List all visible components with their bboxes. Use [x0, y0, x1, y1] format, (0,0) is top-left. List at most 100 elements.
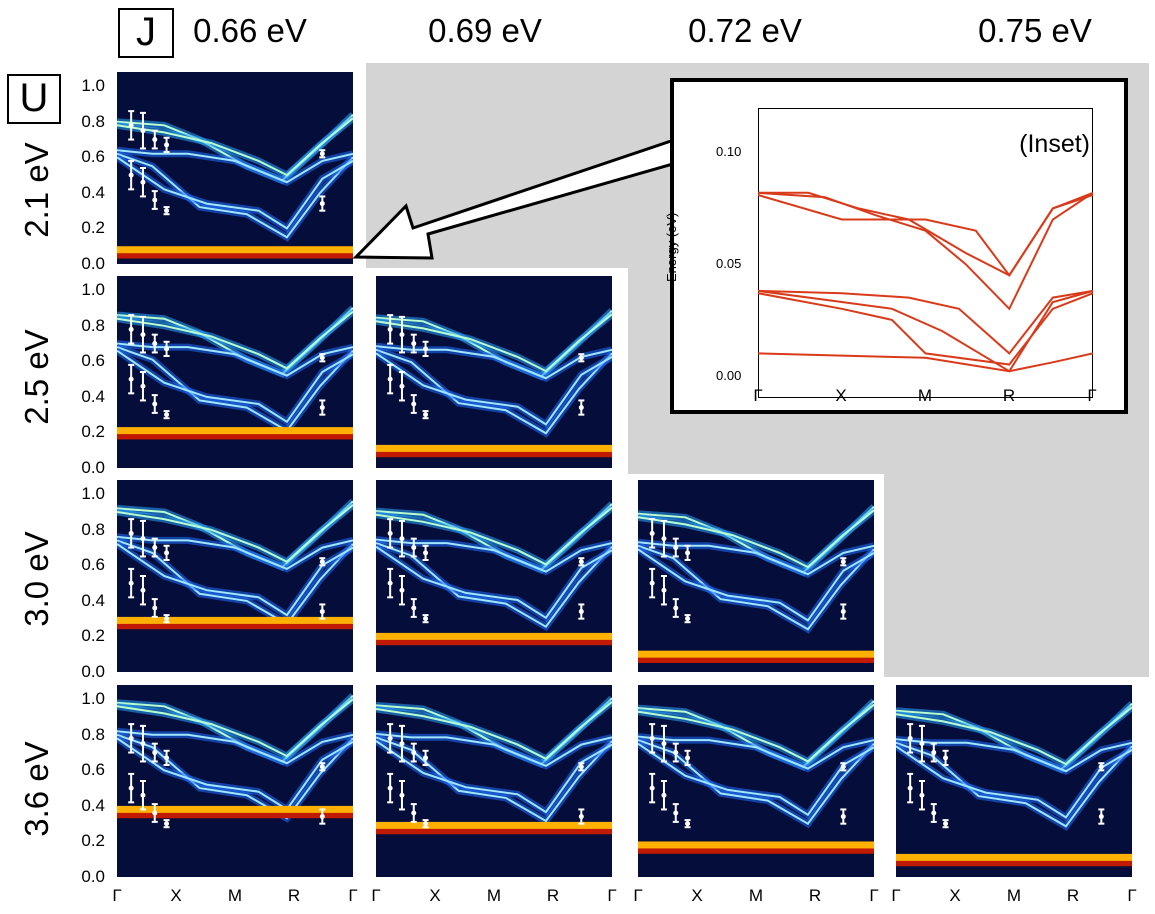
y-tick-label: 0.4 [81, 386, 105, 406]
error-bar [387, 363, 394, 395]
error-bar [163, 340, 170, 357]
spectral-panel [376, 480, 612, 672]
band-line [376, 545, 612, 620]
y-tick-label: 1.0 [81, 76, 105, 96]
y-tick-label: 0.0 [81, 458, 105, 477]
error-bar [128, 363, 135, 395]
band-line [376, 538, 612, 573]
error-bar [930, 742, 937, 763]
x-tick-label: X [170, 886, 182, 905]
error-bar [410, 537, 417, 558]
error-bar [139, 371, 146, 402]
error-bar [422, 614, 429, 624]
y-tick-label: 0.0 [81, 662, 105, 681]
y-tick-label: 0.8 [81, 315, 105, 335]
error-bar [128, 723, 135, 754]
x-tick-label: R [1066, 886, 1080, 905]
error-bar [684, 819, 691, 829]
flat-band [117, 805, 353, 813]
error-bar [319, 808, 326, 825]
band-line [376, 352, 612, 426]
error-bar [387, 314, 394, 345]
flat-band [376, 827, 612, 835]
y-tick-label: 0.6 [81, 351, 105, 371]
column-label-0: 0.66 eV [193, 12, 307, 49]
error-bar [163, 819, 170, 829]
y-tick-label: 0.8 [81, 519, 105, 539]
error-bar [672, 742, 679, 763]
error-bar [398, 519, 405, 558]
spectral-panel [376, 276, 612, 468]
error-bar [660, 575, 667, 606]
error-bar [410, 598, 417, 618]
error-bar [930, 803, 937, 823]
y-tick-label: 0.0 [81, 254, 105, 273]
error-bar [139, 724, 146, 763]
x-tick-label: Γ [1127, 886, 1137, 905]
error-bar [410, 394, 417, 414]
spectral-panel [638, 685, 874, 877]
inset-ytick: 0.00 [716, 368, 742, 383]
error-bar [918, 724, 925, 763]
error-bar [578, 603, 585, 620]
x-tick-label: Γ [891, 886, 901, 905]
error-bar [151, 742, 158, 763]
band-line [117, 152, 353, 239]
error-bar [139, 519, 146, 558]
band-line [117, 733, 353, 820]
y-tick-label: 1.0 [81, 689, 105, 709]
error-bar [151, 598, 158, 618]
band-line [117, 504, 353, 564]
error-bar [398, 315, 405, 354]
inset-curve [758, 289, 1093, 373]
spectral-panel [896, 685, 1132, 877]
y-tick-label: 0.4 [81, 795, 105, 815]
flat-band [117, 811, 353, 819]
inset-xtick: X [835, 386, 847, 405]
error-bar [840, 762, 847, 772]
band-line [376, 701, 612, 761]
error-bar [163, 206, 170, 216]
y-tick-label: 0.8 [81, 724, 105, 744]
flat-band [376, 632, 612, 640]
band-line [638, 735, 874, 770]
error-bar [319, 399, 326, 416]
error-bar [163, 544, 170, 561]
error-bar [1098, 808, 1105, 825]
error-bar [163, 410, 170, 420]
error-bar [398, 371, 405, 402]
error-bar [128, 314, 135, 345]
inset-curve [758, 194, 1093, 278]
inset-arrow [352, 140, 680, 260]
error-bar [422, 340, 429, 357]
error-bar [649, 567, 656, 599]
band-line [117, 698, 353, 758]
flat-band [376, 444, 612, 452]
y-tick-label: 0.2 [81, 422, 105, 442]
x-tick-label: R [287, 886, 301, 905]
flat-band [117, 246, 353, 254]
error-bar [649, 772, 656, 804]
inset-ytick: 0.05 [716, 256, 742, 271]
band-line [117, 156, 353, 230]
flat-band [638, 656, 874, 663]
y-tick-label: 0.4 [81, 590, 105, 610]
flat-band [117, 616, 353, 624]
error-bar [128, 110, 135, 141]
spectral-panel [117, 685, 353, 877]
error-bar [151, 129, 158, 150]
inset-xtick: R [1002, 386, 1016, 405]
band-line [117, 310, 353, 370]
band-line [638, 548, 874, 622]
x-tick-label: M [227, 886, 243, 905]
row-label-2: 3.0 eV [18, 531, 55, 627]
inset-ylabel: Energy (eV) [664, 212, 679, 282]
error-bar [684, 614, 691, 624]
error-bar [319, 195, 326, 212]
error-bar [660, 780, 667, 811]
y-tick-label: 0.2 [81, 831, 105, 851]
error-bar [398, 780, 405, 811]
error-bar [422, 749, 429, 766]
error-bar [398, 724, 405, 763]
spectral-panel [117, 480, 353, 672]
